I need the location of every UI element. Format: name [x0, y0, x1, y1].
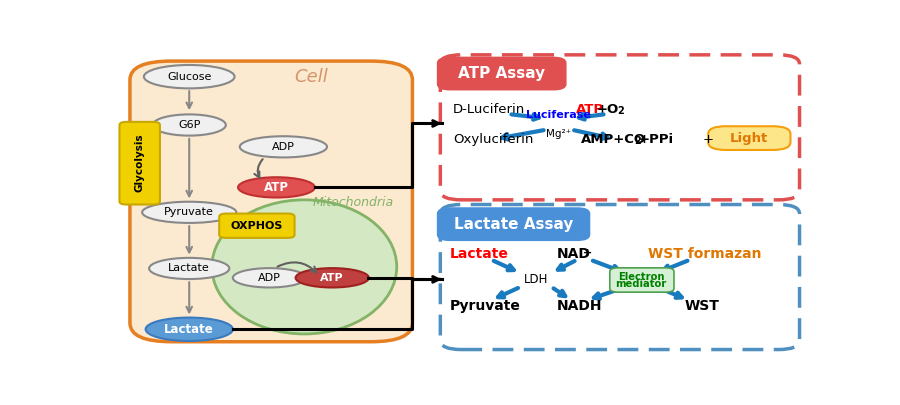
Text: Oxyluciferin: Oxyluciferin: [453, 132, 534, 145]
Ellipse shape: [144, 65, 235, 88]
Text: 2: 2: [634, 136, 641, 145]
Text: ATP: ATP: [264, 181, 289, 194]
Text: LDH: LDH: [524, 273, 548, 286]
Text: ATP: ATP: [320, 273, 344, 283]
FancyBboxPatch shape: [610, 268, 674, 292]
Text: Mitochondria: Mitochondria: [312, 196, 393, 209]
Text: WST: WST: [684, 299, 719, 313]
Text: Pyruvate: Pyruvate: [165, 207, 214, 217]
Text: Lactate: Lactate: [449, 247, 508, 261]
FancyBboxPatch shape: [440, 55, 799, 200]
FancyBboxPatch shape: [220, 213, 294, 238]
Text: Electron: Electron: [618, 273, 664, 283]
Text: Cell: Cell: [294, 68, 328, 86]
Text: Glycolysis: Glycolysis: [135, 134, 145, 192]
Text: Lactate Assay: Lactate Assay: [454, 217, 573, 232]
Ellipse shape: [239, 136, 327, 158]
Text: +O: +O: [597, 103, 619, 116]
Text: Pyruvate: Pyruvate: [449, 299, 520, 313]
Text: Glucose: Glucose: [167, 72, 212, 82]
Text: Light: Light: [730, 132, 769, 145]
Ellipse shape: [149, 258, 230, 279]
Ellipse shape: [142, 202, 237, 223]
Text: NAD: NAD: [557, 247, 590, 261]
Text: NADH: NADH: [557, 299, 602, 313]
FancyBboxPatch shape: [120, 122, 160, 205]
Text: Mg²⁺: Mg²⁺: [546, 129, 572, 139]
Text: ATP: ATP: [576, 103, 605, 116]
Text: WST formazan: WST formazan: [648, 247, 761, 261]
Text: D-Luciferin: D-Luciferin: [453, 103, 525, 116]
Text: +: +: [703, 132, 714, 145]
Ellipse shape: [153, 114, 226, 136]
Text: Lactate: Lactate: [165, 323, 214, 336]
Ellipse shape: [233, 268, 306, 288]
Ellipse shape: [212, 200, 397, 334]
Text: G6P: G6P: [178, 120, 201, 130]
FancyBboxPatch shape: [708, 126, 790, 150]
FancyBboxPatch shape: [440, 205, 799, 350]
FancyBboxPatch shape: [130, 61, 412, 342]
Text: ATP Assay: ATP Assay: [458, 66, 545, 81]
FancyBboxPatch shape: [437, 208, 590, 241]
Text: +: +: [582, 248, 592, 258]
Text: mediator: mediator: [616, 279, 667, 289]
Text: +PPi: +PPi: [639, 132, 674, 145]
Text: OXPHOS: OXPHOS: [230, 221, 284, 231]
FancyBboxPatch shape: [437, 58, 566, 90]
Ellipse shape: [146, 318, 233, 341]
Text: ADP: ADP: [258, 273, 281, 283]
Text: ADP: ADP: [272, 142, 295, 152]
Text: Luciferase: Luciferase: [526, 110, 591, 120]
Ellipse shape: [295, 268, 369, 288]
Text: AMP+CO: AMP+CO: [581, 132, 646, 145]
Text: 2: 2: [617, 106, 625, 116]
Ellipse shape: [238, 177, 315, 198]
Text: Lactate: Lactate: [168, 264, 210, 273]
